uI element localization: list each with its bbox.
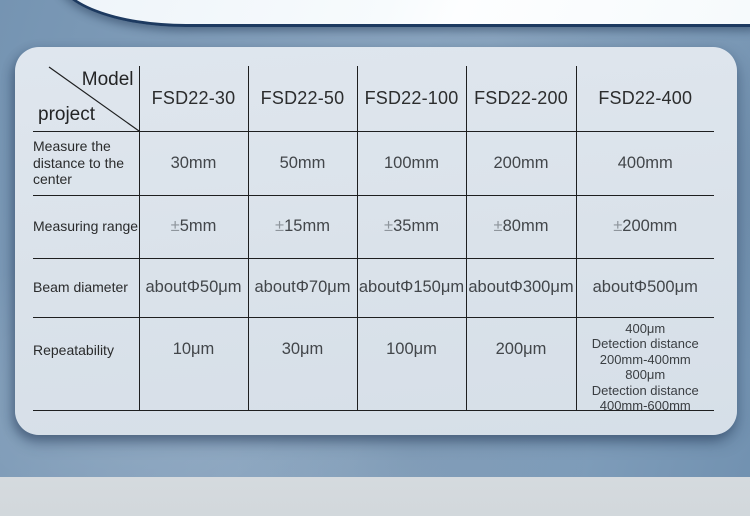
spec-value-cell: 100mm bbox=[356, 131, 466, 196]
top-banner-shape bbox=[56, 0, 750, 27]
spec-table: Model project FSD22-30 FSD22-50 FSD22-100 F… bbox=[33, 66, 714, 413]
column-header: FSD22-30 bbox=[138, 66, 248, 132]
spec-value-cell: 400μm Detection distance 200mm-400mm 800μm D… bbox=[575, 317, 714, 413]
row-label: Measure the distance to the center bbox=[33, 131, 139, 196]
row-label: Repeatability bbox=[33, 317, 139, 411]
row-label: Beam diameter bbox=[33, 258, 139, 318]
spec-value-cell: aboutΦ300μm bbox=[465, 258, 576, 318]
spec-value-cell: 10μm bbox=[138, 317, 248, 411]
spec-value-cell: ±5mm bbox=[138, 195, 248, 259]
spec-value-cell: 200μm bbox=[465, 317, 576, 411]
corner-header-cell: Model project bbox=[33, 66, 139, 132]
spec-value-cell: aboutΦ150μm bbox=[356, 258, 466, 318]
column-header: FSD22-50 bbox=[247, 66, 357, 132]
column-header: FSD22-400 bbox=[575, 66, 714, 132]
spec-value-cell: aboutΦ50μm bbox=[138, 258, 248, 318]
corner-model-label: Model bbox=[81, 69, 134, 90]
table-row: Measure the distance to the center 30mm 50… bbox=[33, 131, 714, 196]
diagonal-divider-line bbox=[48, 66, 139, 131]
spec-value-cell: 200mm bbox=[465, 131, 576, 196]
spec-value-cell: 100μm bbox=[356, 317, 466, 411]
row-label: Measuring range bbox=[33, 195, 139, 259]
spec-value-cell: 50mm bbox=[247, 131, 357, 196]
column-header: FSD22-100 bbox=[356, 66, 466, 132]
spec-value-cell: ±200mm bbox=[575, 195, 714, 259]
spec-value-cell: 30μm bbox=[247, 317, 357, 411]
spec-value-cell: 400mm bbox=[575, 131, 714, 196]
header-row: Model project FSD22-30 FSD22-50 FSD22-100 F… bbox=[33, 66, 714, 132]
spec-value-cell: aboutΦ70μm bbox=[247, 258, 357, 318]
spec-value-cell: ±35mm bbox=[356, 195, 466, 259]
table-row: Beam diameter aboutΦ50μm aboutΦ70μm aboutΦ1… bbox=[33, 258, 714, 318]
column-header: FSD22-200 bbox=[465, 66, 576, 132]
spec-value-cell: 30mm bbox=[138, 131, 248, 196]
spec-value-cell: ±80mm bbox=[465, 195, 576, 259]
bottom-gray-band bbox=[0, 477, 750, 516]
table-row: Repeatability 10μm 30μm 100μm 200μm 400μm Dete… bbox=[33, 317, 714, 413]
spec-card: Model project FSD22-30 FSD22-50 FSD22-100 F… bbox=[15, 47, 737, 435]
corner-project-label: project bbox=[38, 103, 96, 125]
table-row: Measuring range ±5mm ±15mm ±35mm ±80mm ±200mm bbox=[33, 195, 714, 259]
repeatability-note: 400μm Detection distance 200mm-400mm 800μm D… bbox=[591, 320, 699, 414]
spec-value-cell: ±15mm bbox=[247, 195, 357, 259]
spec-value-cell: aboutΦ500μm bbox=[575, 258, 714, 318]
